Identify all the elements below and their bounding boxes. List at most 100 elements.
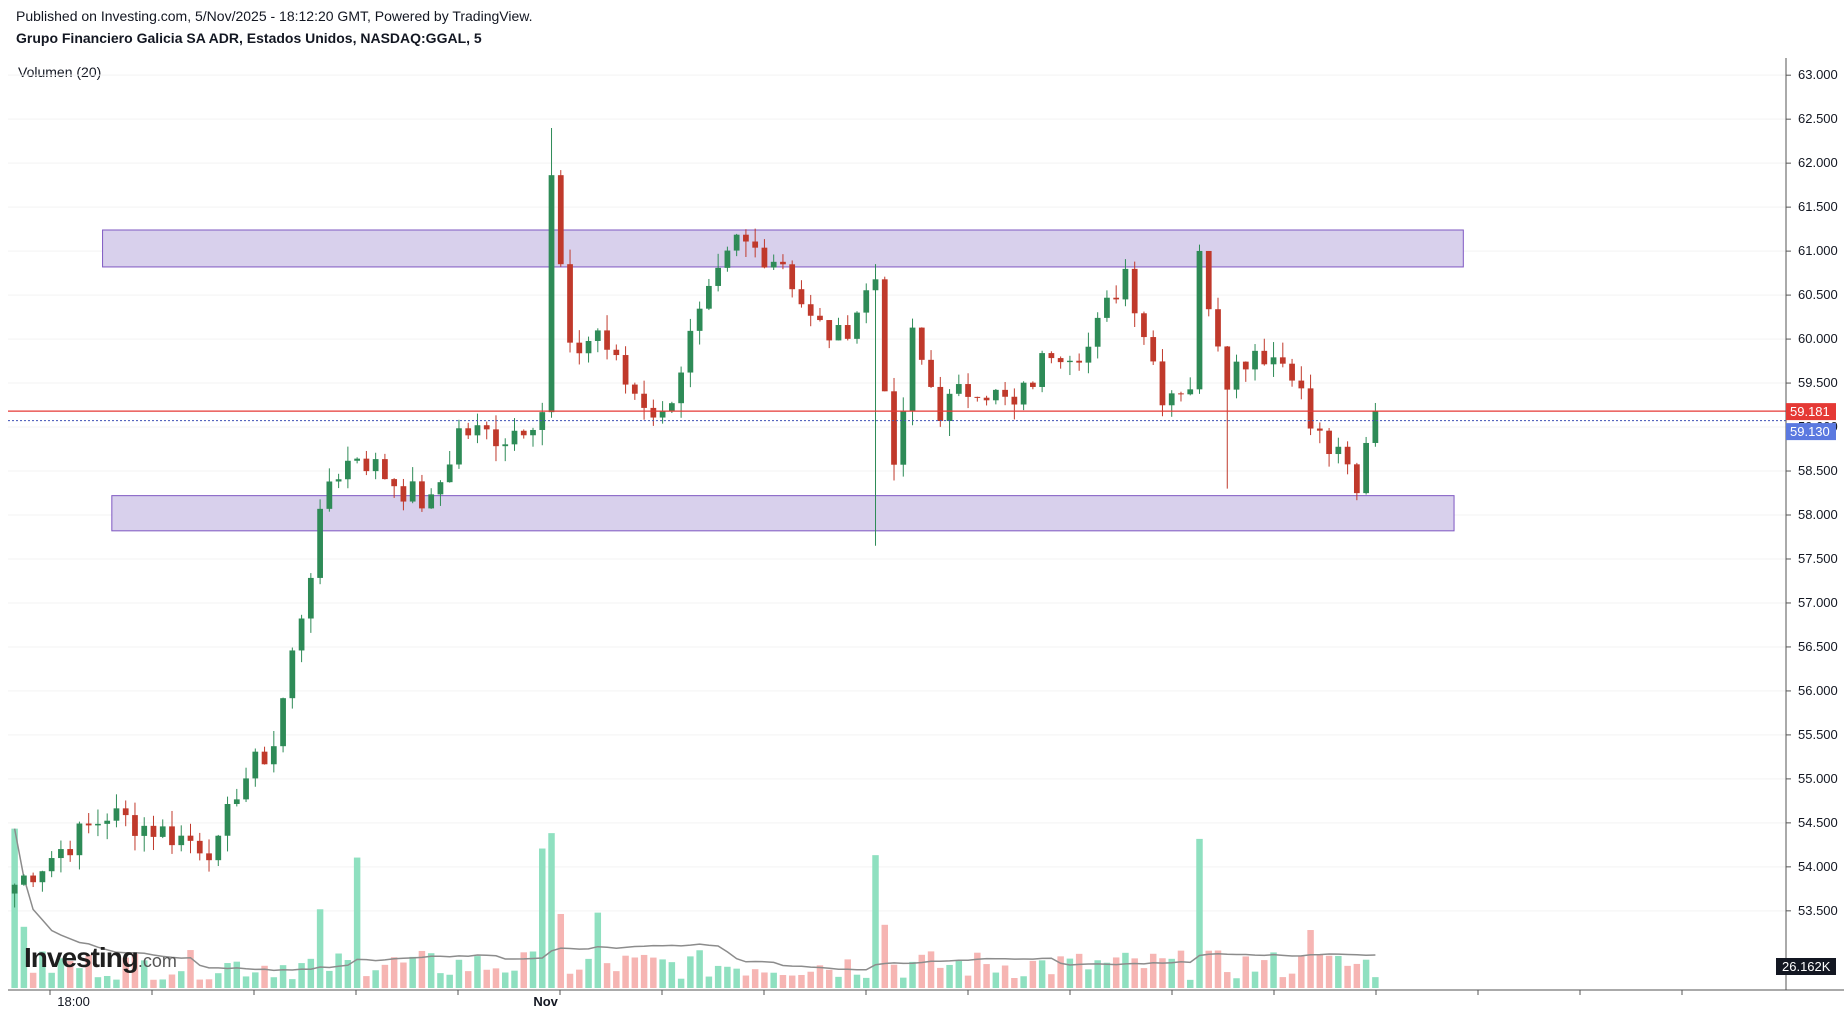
candle-body	[576, 342, 583, 354]
price-tick-label: 59.500	[1798, 375, 1838, 390]
price-zone	[111, 495, 1455, 532]
candle-body	[169, 826, 175, 846]
candle-body	[1372, 411, 1379, 443]
volume-bar	[844, 959, 851, 988]
volume-bar	[1038, 960, 1046, 988]
candle-body	[1094, 317, 1101, 347]
volume-bar	[1168, 958, 1175, 988]
volume-bar	[242, 976, 250, 988]
candle-body	[113, 808, 120, 821]
price-axis: 63.000 62.500 62.000 61.500 61.000 60.500 60.0…	[1786, 67, 1838, 918]
candle-body	[650, 407, 657, 418]
volume-bar	[1279, 977, 1287, 988]
volume-bar	[159, 979, 166, 988]
candle-body	[11, 884, 18, 894]
volume-bar	[335, 953, 342, 988]
candle-body	[85, 823, 92, 826]
volume-indicator-label: Volumen (20)	[18, 64, 102, 80]
candle-body	[1224, 346, 1231, 390]
candle-body	[715, 267, 722, 286]
volume-bar	[677, 978, 685, 988]
candle-body	[1353, 464, 1360, 494]
volume-bar	[85, 954, 92, 988]
volume-bar	[529, 951, 537, 988]
volume-bar	[585, 958, 592, 988]
candle-body	[789, 264, 796, 290]
volume-bar	[983, 964, 990, 988]
candle-body	[752, 241, 759, 248]
volume-bars	[11, 828, 1379, 988]
candle-body	[1002, 389, 1008, 397]
volume-bar	[1298, 956, 1305, 988]
candle-body	[1215, 309, 1221, 347]
volume-bar	[66, 960, 74, 988]
candle-body	[1085, 346, 1092, 363]
volume-bar	[1122, 952, 1129, 988]
volume-bar	[557, 913, 565, 988]
candle-body	[428, 494, 435, 509]
volume-bar	[714, 965, 722, 988]
candle-body	[159, 826, 166, 837]
volume-bar	[807, 971, 814, 988]
candle-body	[1011, 396, 1018, 405]
support-resistance-zones	[102, 229, 1464, 532]
candle-body	[780, 261, 786, 265]
candle-body	[1289, 363, 1295, 381]
volume-bar	[140, 960, 148, 988]
candle-body	[724, 250, 731, 268]
volume-bar	[622, 955, 629, 988]
volume-bar	[724, 966, 731, 988]
volume-bar	[881, 924, 889, 988]
candle-body	[104, 820, 111, 824]
candle-body	[354, 458, 360, 461]
candle-body	[798, 289, 805, 305]
volume-bar	[1094, 960, 1101, 988]
candle-body	[659, 410, 666, 418]
volume-bar	[76, 968, 83, 988]
volume-bar	[1057, 956, 1064, 988]
candle-body	[955, 384, 962, 394]
candle-body	[696, 308, 703, 331]
volume-moving-average-line	[13, 828, 1376, 972]
candle-body	[631, 384, 638, 394]
candle-body	[141, 825, 148, 836]
published-text: Published on Investing.com, 5/Nov/2025 -…	[16, 8, 533, 24]
candle-body	[21, 875, 27, 885]
volume-bar	[751, 969, 759, 988]
candle-body	[437, 482, 444, 495]
candle-body	[1048, 353, 1055, 359]
volume-bar	[492, 968, 500, 988]
volume-bar	[742, 975, 750, 988]
candle-body	[1020, 382, 1027, 405]
volume-bar	[289, 979, 296, 988]
candle-body	[289, 650, 296, 699]
candle-body	[1187, 389, 1194, 395]
candle-body	[844, 325, 851, 339]
volume-bar	[1131, 958, 1138, 988]
volume-bar	[918, 954, 926, 988]
candle-body	[992, 389, 999, 401]
candle-body	[150, 825, 157, 837]
candle-body	[668, 403, 675, 411]
volume-bar	[400, 962, 407, 988]
volume-bar	[1196, 838, 1203, 988]
candle-body	[511, 430, 518, 445]
price-tick-label: 60.000	[1798, 331, 1838, 346]
candle-body	[206, 853, 212, 861]
candle-body	[1076, 360, 1083, 363]
volume-bar	[409, 956, 416, 988]
volume-bar	[1316, 954, 1324, 988]
volume-bar	[437, 973, 444, 988]
candle-body	[622, 355, 629, 385]
volume-bar	[446, 974, 453, 988]
volume-bar	[131, 953, 139, 988]
price-tick-label: 63.000	[1798, 67, 1838, 82]
candle-body	[641, 393, 647, 408]
volume-bar	[964, 975, 972, 988]
volume-bar	[29, 972, 37, 988]
candle-body	[1113, 297, 1120, 300]
candle-body	[224, 804, 231, 836]
volume-bar	[640, 954, 648, 988]
candle-body	[196, 840, 203, 854]
